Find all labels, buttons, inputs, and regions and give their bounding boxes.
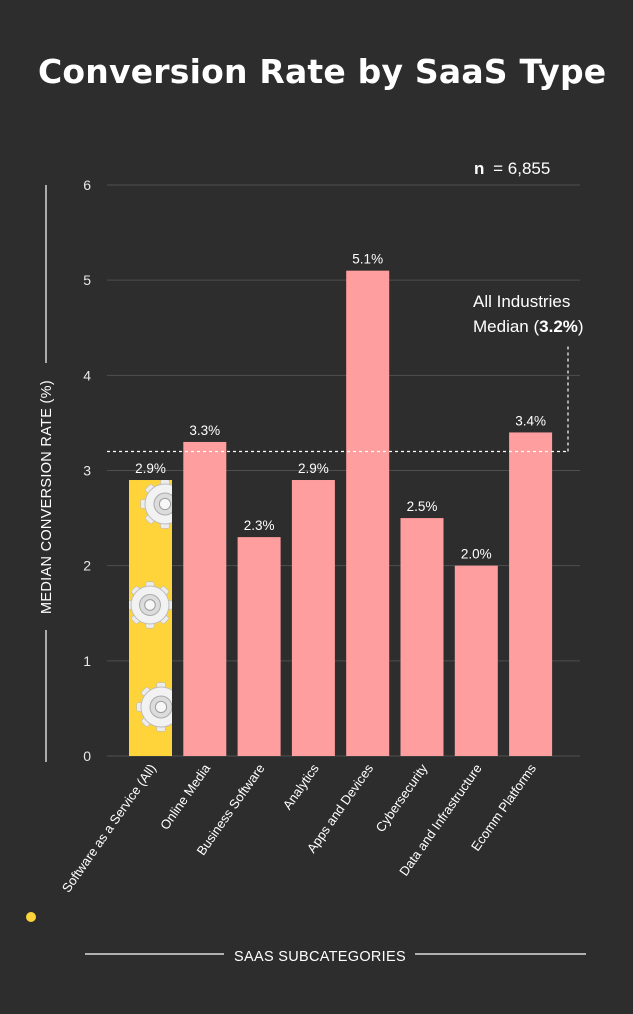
y-tick-label: 6 — [83, 177, 91, 193]
highlight-marker-dot — [26, 912, 36, 922]
bar — [237, 537, 281, 756]
median-label-value: 3.2% — [539, 317, 578, 336]
y-axis-ticks: 0 1 2 3 4 5 6 — [83, 177, 91, 764]
median-label-line2: Median (3.2%) — [473, 317, 584, 336]
bars — [129, 270, 553, 756]
category-labels: Software as a Service (All)Online MediaB… — [59, 760, 540, 895]
gear-icon — [129, 581, 172, 629]
y-tick-label: 2 — [83, 558, 91, 574]
sample-size-label: n — [474, 159, 484, 178]
median-label-line1: All Industries — [473, 292, 570, 311]
category-label: Analytics — [280, 761, 322, 813]
data-label: 3.4% — [515, 413, 546, 428]
bar — [509, 432, 553, 756]
category-label: Cybersecurity — [373, 761, 431, 835]
y-tick-label: 3 — [83, 463, 91, 479]
bar — [400, 518, 444, 756]
bar — [291, 480, 335, 756]
data-label: 5.1% — [352, 252, 383, 267]
chart-title: Conversion Rate by SaaS Type — [38, 52, 607, 91]
y-tick-label: 5 — [83, 272, 91, 288]
median-reference — [107, 346, 569, 453]
sample-size-note: n = 6,855 — [474, 159, 550, 178]
data-label: 2.5% — [407, 499, 438, 514]
y-axis-title: MEDIAN CONVERSION RATE (%) — [39, 380, 55, 614]
bar — [454, 565, 498, 756]
data-label: 3.3% — [189, 423, 220, 438]
gear-icon — [140, 480, 172, 529]
category-label: Software as a Service (All) — [59, 761, 159, 895]
y-tick-label: 1 — [83, 653, 91, 669]
gear-icons — [129, 480, 172, 732]
data-label: 2.9% — [298, 461, 329, 476]
y-tick-label: 0 — [83, 748, 91, 764]
x-axis-title: SAAS SUBCATEGORIES — [234, 949, 406, 965]
bar — [346, 270, 390, 756]
category-label: Online Media — [157, 760, 214, 832]
data-label: 2.9% — [135, 461, 166, 476]
data-label: 2.0% — [461, 547, 492, 562]
data-label: 2.3% — [244, 518, 275, 533]
sample-size-value: = 6,855 — [493, 159, 550, 178]
gear-icon — [136, 682, 172, 732]
gridlines — [107, 184, 580, 757]
data-labels: 2.9% 3.3% 2.3% 2.9% 5.1% 2.5% 2.0% 3.4% — [135, 252, 546, 562]
bar — [183, 441, 227, 756]
y-tick-label: 4 — [83, 367, 91, 383]
median-label-suffix: ) — [578, 317, 584, 336]
median-label-prefix: Median ( — [473, 317, 539, 336]
